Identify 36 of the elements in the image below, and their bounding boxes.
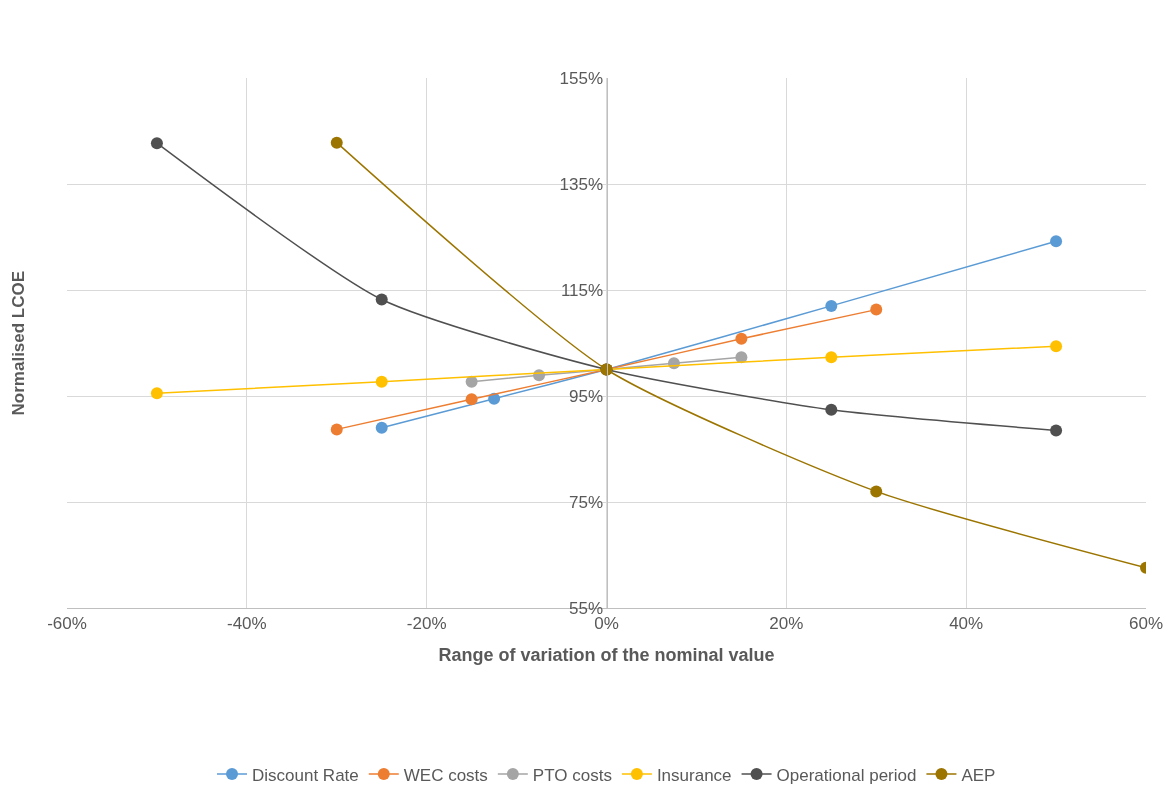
x-tick-label: -60% bbox=[47, 614, 87, 634]
point bbox=[735, 332, 748, 345]
y-axis-title: Normalised LCOE bbox=[9, 270, 29, 416]
point bbox=[150, 387, 163, 400]
point bbox=[330, 136, 343, 149]
legend-label: Discount Rate bbox=[252, 765, 359, 785]
x-tick-label: 20% bbox=[769, 614, 804, 634]
y-tick-label: 135% bbox=[559, 174, 604, 194]
point bbox=[150, 137, 163, 150]
x-tick-label: 40% bbox=[949, 614, 984, 634]
point bbox=[870, 485, 883, 498]
legend-label: Operational period bbox=[776, 765, 917, 785]
x-axis-title: Range of variation of the nominal value bbox=[438, 644, 775, 665]
point bbox=[825, 299, 838, 312]
point bbox=[375, 421, 388, 434]
y-tick-label: 115% bbox=[560, 280, 604, 300]
point bbox=[465, 393, 478, 406]
x-tick-label: -40% bbox=[226, 614, 267, 634]
point bbox=[825, 403, 838, 416]
legend-label: WEC costs bbox=[403, 765, 488, 785]
point bbox=[1050, 235, 1063, 248]
point bbox=[1050, 424, 1063, 437]
y-tick-label: 95% bbox=[569, 386, 604, 406]
point bbox=[375, 293, 388, 306]
legend-label: Insurance bbox=[656, 765, 732, 785]
point bbox=[375, 375, 388, 388]
legend-label: AEP bbox=[961, 765, 996, 785]
point bbox=[330, 423, 343, 436]
point bbox=[870, 303, 883, 316]
point bbox=[1050, 340, 1063, 353]
x-tick-label: -20% bbox=[406, 614, 447, 634]
y-tick-label: 155% bbox=[559, 68, 604, 88]
y-tick-label: 75% bbox=[569, 492, 604, 512]
legend-label: PTO costs bbox=[532, 765, 612, 785]
point bbox=[825, 351, 838, 364]
x-tick-label: 60% bbox=[1128, 614, 1164, 634]
